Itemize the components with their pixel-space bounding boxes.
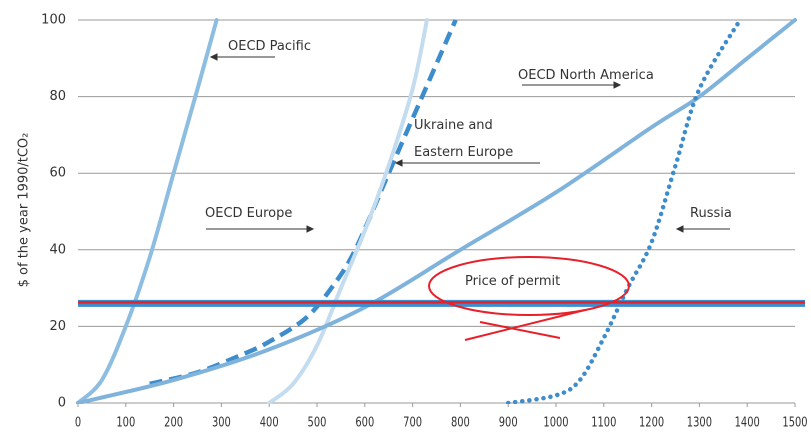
arrow-head [675,225,684,233]
hand-ellipse [428,256,630,316]
x-tick-label: 400 [260,416,279,431]
annotation: Russia [690,206,732,221]
arrow-head [613,81,622,89]
annotation-arrows [206,53,730,233]
x-tick-label: 300 [212,416,231,431]
annotation: OECD Europe [205,206,293,221]
y-tick-label: 20 [49,319,66,334]
arrow-head [209,53,218,61]
hand-stroke [464,309,586,341]
x-tick-label: 700 [403,416,422,431]
series-line [76,18,797,404]
x-tick-label: 800 [451,416,470,431]
x-tick-label: 200 [164,416,183,431]
x-tick-label: 1100 [591,416,616,431]
arrow-head [306,225,315,233]
annotation: OECD Pacific [228,39,311,54]
x-tick-label: 1000 [543,416,568,431]
x-tick-label: 0 [75,416,81,431]
annotation-text: Price of permit [465,274,561,289]
x-tick-label: 600 [355,416,374,431]
y-tick-label: 0 [58,396,66,411]
curves [76,18,805,404]
arrow-head [394,159,403,167]
series-line [149,19,458,387]
annotation-text: OECD North America [518,68,654,83]
x-tick-label: 100 [116,416,135,431]
x-tick-label: 1400 [735,416,760,431]
x-tick-label: 500 [308,416,327,431]
y-tick-label: 40 [49,242,66,257]
x-tick-label: 1500 [782,416,807,431]
hand-stroke [479,321,561,339]
y-tick-label: 60 [49,166,66,181]
x-tick-label: 1200 [639,416,664,431]
y-axis-label: $ of the year 1990/tCO₂ [17,133,32,288]
annotation-text: Ukraine and Eastern Europe [414,118,514,160]
y-tick-label: 80 [49,89,66,104]
x-tick-label: 900 [499,416,518,431]
annotation-text: OECD Europe [205,206,293,221]
annotation-text: Russia [690,206,732,221]
annotation-text: OECD Pacific [228,39,311,54]
annotation: OECD North America [518,68,654,83]
series-line [76,18,219,404]
hand-marks [428,256,630,341]
grid [77,19,796,407]
y-tick-label: 100 [41,13,66,28]
x-tick-label: 1300 [687,416,712,431]
annotation: Price of permit [465,274,561,289]
annotation: Ukraine and Eastern Europe [414,118,514,160]
series-line [267,18,429,404]
